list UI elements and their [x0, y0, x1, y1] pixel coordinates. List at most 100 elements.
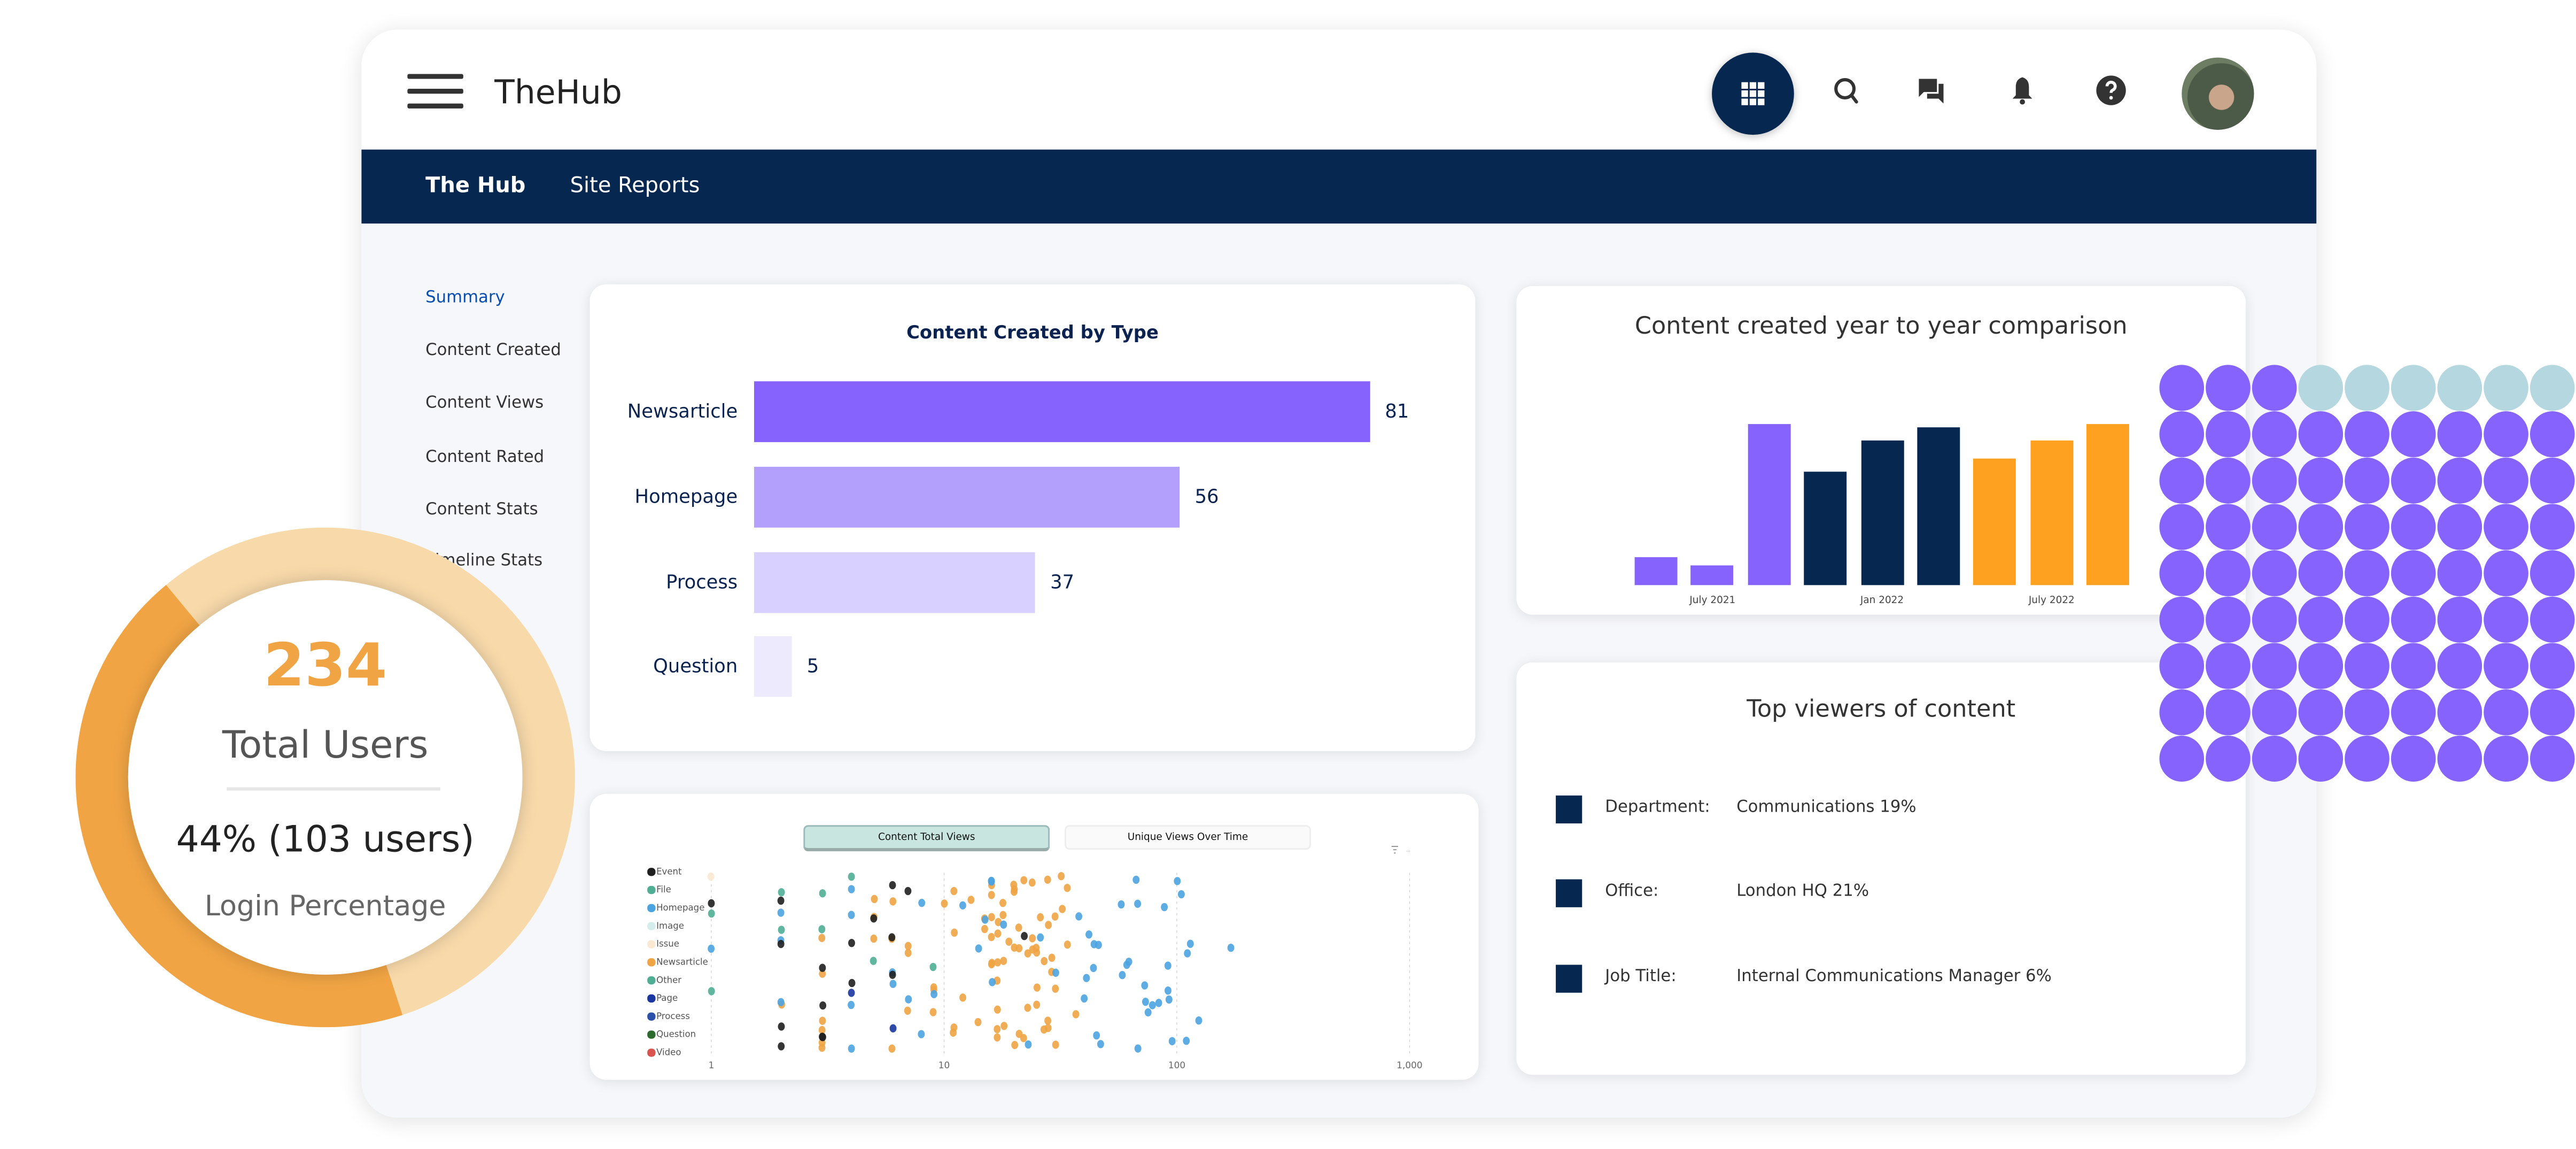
scatter-point-event[interactable] [904, 886, 912, 896]
year-bar[interactable] [1691, 565, 1734, 585]
scatter-point-homepage[interactable] [1118, 900, 1125, 909]
scatter-point-newsarticle[interactable] [929, 1008, 937, 1016]
scatter-point-homepage[interactable] [1025, 1040, 1032, 1049]
scatter-point-homepage[interactable] [1142, 997, 1149, 1006]
scatter-point-homepage[interactable] [1186, 939, 1194, 948]
scatter-point-homepage[interactable] [1000, 920, 1007, 929]
scatter-point-homepage[interactable] [1177, 890, 1185, 899]
scatter-point-homepage[interactable] [930, 990, 938, 999]
scatter-point-homepage[interactable] [1097, 1040, 1104, 1048]
avatar[interactable] [2182, 57, 2254, 130]
scatter-point-homepage[interactable] [848, 1044, 855, 1053]
scatter-point-homepage[interactable] [1141, 981, 1149, 990]
scatter-point-file[interactable] [708, 909, 715, 918]
scatter-point-newsarticle[interactable] [930, 983, 937, 992]
scatter-point-newsarticle[interactable] [1015, 923, 1022, 932]
scatter-point-homepage[interactable] [959, 901, 966, 910]
year-bar[interactable] [1860, 439, 1904, 585]
scatter-point-newsarticle[interactable] [994, 1033, 1001, 1042]
scatter-point-file[interactable] [778, 926, 785, 934]
scatter-point-newsarticle[interactable] [988, 959, 996, 967]
scatter-point-newsarticle[interactable] [995, 917, 1002, 927]
scatter-point-other[interactable] [848, 872, 855, 881]
scatter-point-homepage[interactable] [1075, 912, 1083, 921]
scatter-point-homepage[interactable] [777, 998, 785, 1007]
scatter-point-event[interactable] [708, 899, 715, 908]
scatter-point-newsarticle[interactable] [1048, 953, 1056, 962]
scatter-point-newsarticle[interactable] [1044, 875, 1051, 884]
legend-item[interactable]: Image [647, 922, 684, 932]
scatter-point-newsarticle[interactable] [1051, 912, 1059, 921]
scatter-point-newsarticle[interactable] [951, 928, 958, 937]
tab-unique-views-over-time[interactable]: Unique Views Over Time [1064, 825, 1312, 850]
scatter-point-event[interactable] [889, 881, 896, 890]
scatter-point-newsarticle[interactable] [1052, 984, 1059, 993]
scatter-point-homepage[interactable] [848, 885, 855, 893]
legend-item[interactable]: File [647, 885, 671, 896]
scatter-point-homepage[interactable] [1132, 875, 1140, 884]
scatter-point-event[interactable] [819, 963, 826, 972]
scatter-point-newsarticle[interactable] [818, 1025, 826, 1035]
scatter-point-event[interactable] [778, 1042, 785, 1051]
scatter-point-event[interactable] [1021, 932, 1028, 940]
scatter-point-newsarticle[interactable] [1000, 1022, 1008, 1030]
search-icon[interactable] [1830, 74, 1863, 106]
scatter-point-newsarticle[interactable] [1015, 944, 1023, 953]
scatter-point-other[interactable] [778, 888, 785, 897]
scatter-point-homepage[interactable] [988, 877, 995, 886]
scatter-point-newsarticle[interactable] [870, 934, 878, 943]
scatter-point-newsarticle[interactable] [941, 899, 948, 908]
nav-item-the-hub[interactable]: The Hub [425, 174, 526, 199]
scatter-point-homepage[interactable] [1037, 933, 1044, 942]
scatter-point-newsarticle[interactable] [1044, 1016, 1052, 1025]
scatter-point-homepage[interactable] [1149, 1001, 1156, 1009]
scatter-point-homepage[interactable] [1119, 970, 1126, 980]
scatter-point-event[interactable] [778, 1022, 785, 1031]
scatter-point-newsarticle[interactable] [974, 1017, 982, 1027]
sidebar-item-content-stats[interactable]: Content Stats [425, 501, 538, 520]
help-icon[interactable] [2094, 74, 2127, 106]
scatter-point-newsarticle[interactable] [1011, 888, 1018, 896]
apps-grid-button[interactable] [1712, 52, 1794, 135]
scatter-point-newsarticle[interactable] [999, 899, 1006, 907]
scatter-point-newsarticle[interactable] [988, 913, 995, 922]
year-bar[interactable] [2086, 424, 2130, 585]
scatter-point-newsarticle[interactable] [994, 958, 1002, 967]
scatter-point-homepage[interactable] [1183, 1036, 1190, 1045]
sidebar-item-summary[interactable]: Summary [425, 289, 505, 307]
scatter-point-newsarticle[interactable] [1052, 1040, 1059, 1049]
scatter-point-newsarticle[interactable] [904, 948, 912, 957]
year-bar[interactable] [1917, 428, 1960, 585]
scatter-point-homepage[interactable] [1095, 940, 1102, 949]
scatter-point-issue[interactable] [707, 872, 715, 881]
scatter-point-homepage[interactable] [1085, 930, 1092, 939]
scatter-point-newsarticle[interactable] [819, 1016, 826, 1025]
scatter-point-homepage[interactable] [777, 908, 785, 917]
legend-item[interactable]: Event [647, 868, 682, 878]
chat-icon[interactable] [1915, 74, 1948, 106]
year-bar[interactable] [2030, 439, 2073, 585]
scatter-point-other[interactable] [818, 925, 826, 934]
scatter-point-homepage[interactable] [1184, 949, 1191, 958]
scatter-point-event[interactable] [870, 914, 878, 923]
scatter-point-newsarticle[interactable] [1024, 949, 1031, 958]
scatter-point-newsarticle[interactable] [1029, 934, 1036, 943]
scatter-point-homepage[interactable] [1168, 1037, 1176, 1046]
scatter-point-homepage[interactable] [918, 898, 926, 907]
scatter-point-other[interactable] [708, 987, 715, 996]
scatter-point-file[interactable] [929, 962, 937, 971]
legend-item[interactable]: Process [647, 1012, 690, 1022]
scatter-point-newsarticle[interactable] [819, 969, 826, 978]
scatter-point-newsarticle[interactable] [1010, 881, 1018, 889]
scatter-point-event[interactable] [848, 978, 856, 988]
scatter-point-newsarticle[interactable] [1041, 957, 1048, 966]
scatter-point-newsarticle[interactable] [1005, 937, 1013, 946]
scatter-point-homepage[interactable] [1090, 963, 1097, 973]
filter-icon[interactable]: ... [1388, 845, 1415, 858]
scatter-point-homepage[interactable] [1165, 986, 1171, 995]
scatter-point-homepage[interactable] [1144, 1008, 1152, 1017]
scatter-point-newsarticle[interactable] [889, 897, 897, 906]
bar-newsarticle[interactable] [754, 381, 1370, 442]
scatter-point-homepage[interactable] [975, 944, 982, 953]
scatter-point-newsarticle[interactable] [950, 1028, 957, 1037]
